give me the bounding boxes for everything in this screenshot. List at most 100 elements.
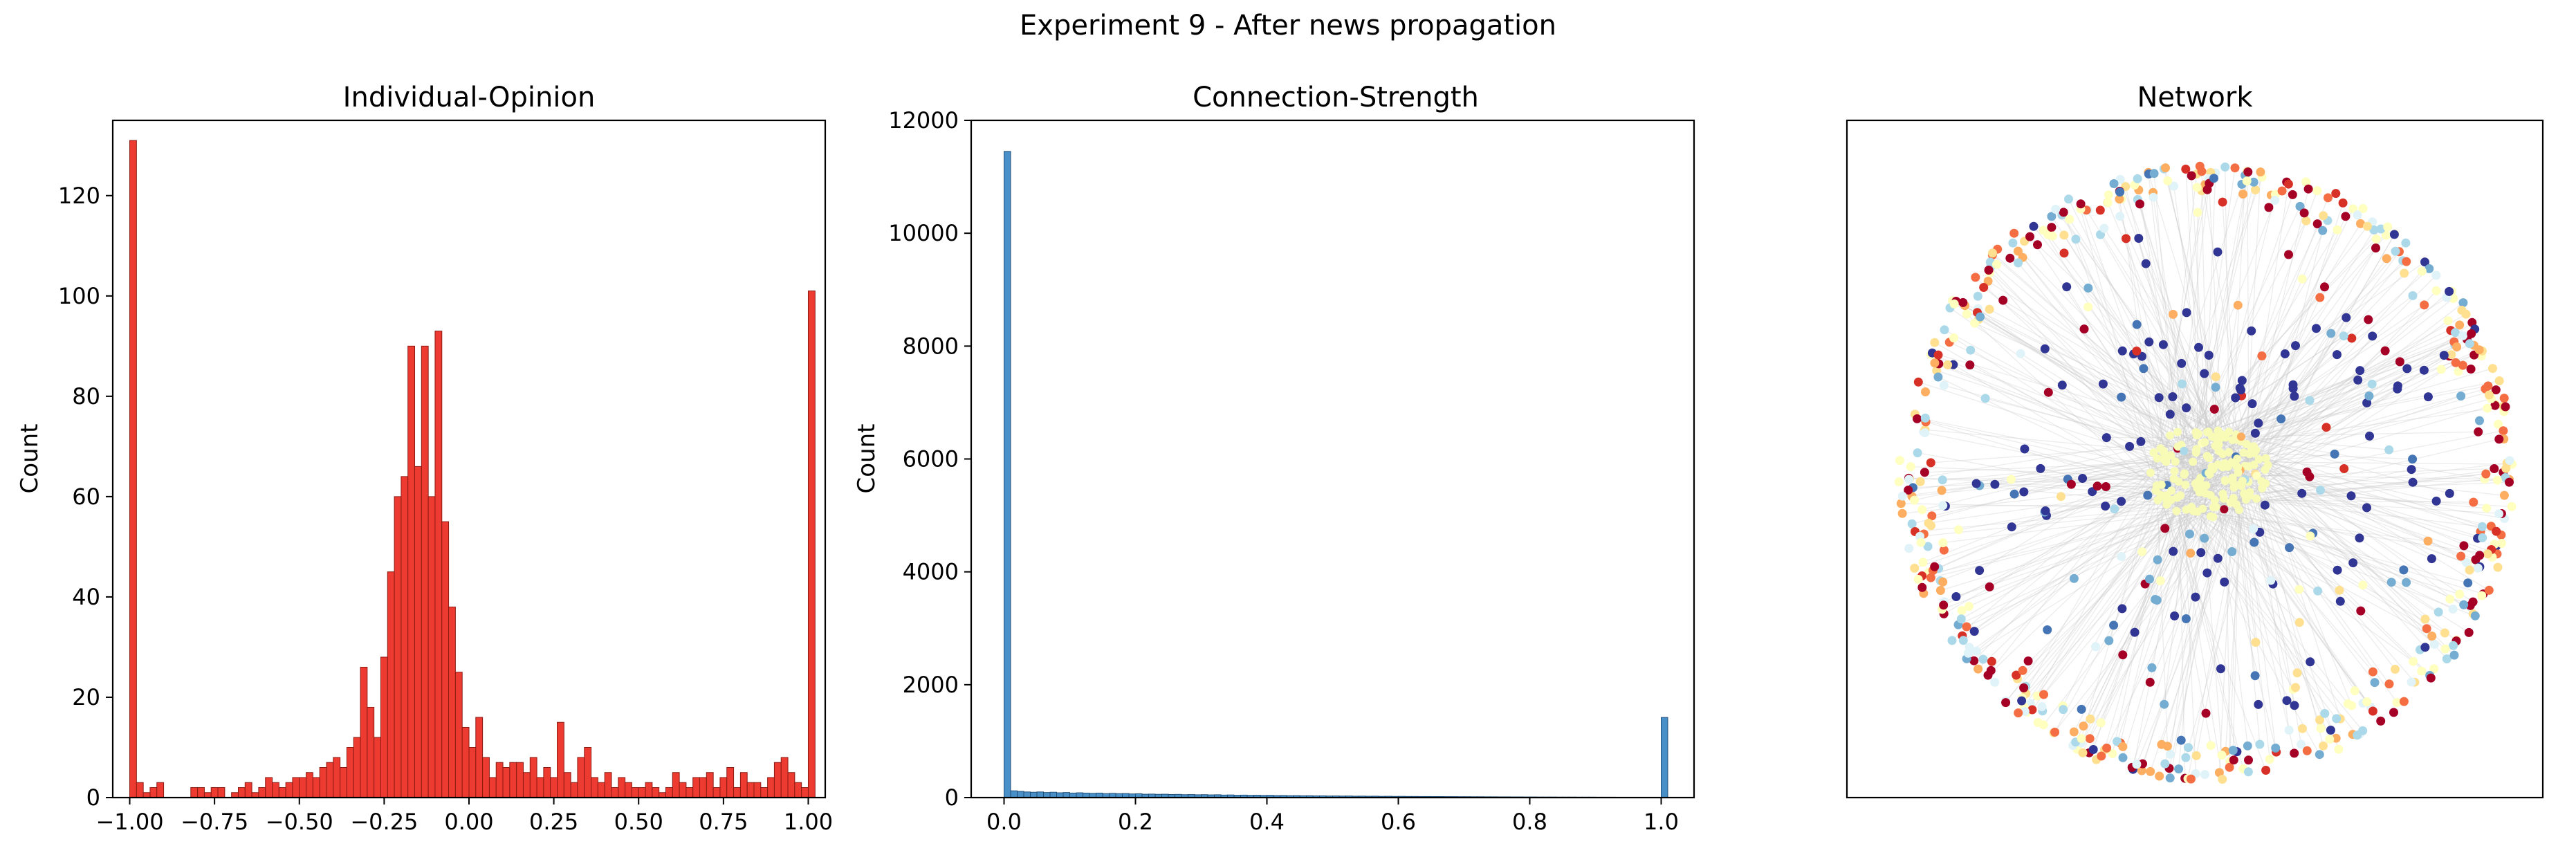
histogram-bar — [340, 766, 347, 798]
network-node — [2182, 403, 2191, 413]
network-edge — [2250, 446, 2496, 532]
network-edge — [2089, 506, 2217, 739]
network-node — [2305, 472, 2315, 481]
network-node — [2256, 167, 2265, 177]
network-edge — [2223, 509, 2298, 674]
histogram-bar — [618, 777, 626, 798]
network-node — [2356, 606, 2366, 616]
network-node — [2254, 455, 2263, 463]
network-edge — [2017, 250, 2179, 448]
network-edge — [2163, 169, 2238, 468]
network-edge — [2106, 484, 2241, 488]
network-edge — [2215, 406, 2506, 447]
network-node — [1920, 413, 1930, 423]
network-node — [2168, 392, 2178, 401]
network-node — [2482, 504, 2492, 513]
network-node — [2250, 537, 2259, 547]
network-edge — [2164, 452, 2464, 605]
histogram-bar — [584, 746, 592, 798]
network-node — [1894, 477, 1904, 486]
histogram-bar — [482, 757, 490, 798]
network-node — [2325, 735, 2335, 744]
histogram-bar — [244, 782, 252, 798]
network-node — [2455, 320, 2465, 330]
network-node — [2177, 358, 2187, 368]
network-edge — [1942, 511, 2193, 544]
network-node — [2417, 266, 2427, 276]
histogram-bar — [625, 782, 632, 798]
network-node — [2383, 222, 2393, 232]
network-edge — [2214, 466, 2248, 746]
histogram-bar — [1010, 790, 1018, 798]
network-node — [2335, 596, 2345, 606]
network-edge — [2081, 437, 2216, 744]
network-edge — [2043, 453, 2250, 695]
network-edge — [2106, 436, 2221, 439]
network-node — [1920, 468, 1929, 477]
network-node — [1969, 627, 1979, 636]
histogram-bar — [686, 787, 694, 798]
network-edge — [2177, 261, 2425, 433]
network-node — [2291, 683, 2300, 692]
network-edge — [2208, 178, 2223, 435]
network-edge — [2228, 197, 2329, 453]
network-node — [2169, 546, 2178, 556]
network-node — [2037, 702, 2047, 711]
histogram-bar — [210, 787, 219, 798]
network-node — [2427, 632, 2437, 641]
network-node — [2047, 223, 2057, 232]
network-node — [1913, 448, 1922, 458]
network-edge — [2246, 172, 2261, 445]
network-node — [2201, 489, 2210, 498]
network-node — [2184, 743, 2193, 753]
network-node — [2033, 718, 2043, 727]
histogram-bar — [746, 782, 755, 798]
histogram-bar — [360, 666, 368, 798]
histogram-bar — [509, 762, 517, 798]
network-node — [2288, 190, 2297, 199]
network-node — [1958, 297, 1968, 307]
x-tick-label: 1.0 — [1644, 809, 1679, 835]
network-node — [2299, 208, 2309, 218]
network-nodes — [1894, 161, 2517, 784]
network-edge — [2071, 457, 2209, 485]
y-tick-label: 120 — [58, 183, 100, 209]
network-edge — [2253, 361, 2400, 447]
network-edge — [2029, 236, 2200, 488]
network-node — [2191, 592, 2200, 602]
network-node — [2331, 189, 2341, 199]
network-node — [2312, 324, 2321, 333]
network-edge — [2191, 506, 2348, 704]
network-node — [2211, 372, 2220, 382]
network-node — [2103, 198, 2113, 208]
network-node — [2312, 186, 2322, 196]
network-node — [2166, 431, 2174, 440]
opinion-chart-title: Individual-Opinion — [343, 82, 596, 113]
network-edge — [2063, 212, 2155, 453]
histogram-bar — [760, 787, 769, 798]
network-node — [2459, 541, 2469, 551]
network-node — [2234, 468, 2243, 477]
network-node — [2333, 350, 2342, 360]
network-node — [2013, 246, 2023, 256]
network-node — [2312, 219, 2322, 229]
network-node — [1957, 606, 1967, 616]
network-edge — [2178, 373, 2205, 447]
network-node — [2211, 441, 2220, 450]
network-node — [2209, 463, 2218, 471]
histogram-bar — [407, 345, 416, 798]
network-node — [2147, 663, 2157, 672]
x-tick-label: 0.2 — [1118, 809, 1153, 835]
network-node — [2492, 526, 2501, 536]
x-tick-label: 0.25 — [529, 809, 578, 835]
network-node — [2295, 201, 2305, 211]
network-node — [2200, 369, 2209, 378]
network-edge — [2246, 216, 2346, 445]
network-node — [2077, 704, 2086, 714]
network-edge — [2088, 434, 2237, 753]
network-node — [2117, 604, 2127, 614]
network-node — [2101, 502, 2110, 511]
opinion-y-axis-label: Count — [16, 424, 44, 494]
y-tick-label: 10000 — [888, 220, 959, 246]
network-node — [2445, 488, 2454, 498]
